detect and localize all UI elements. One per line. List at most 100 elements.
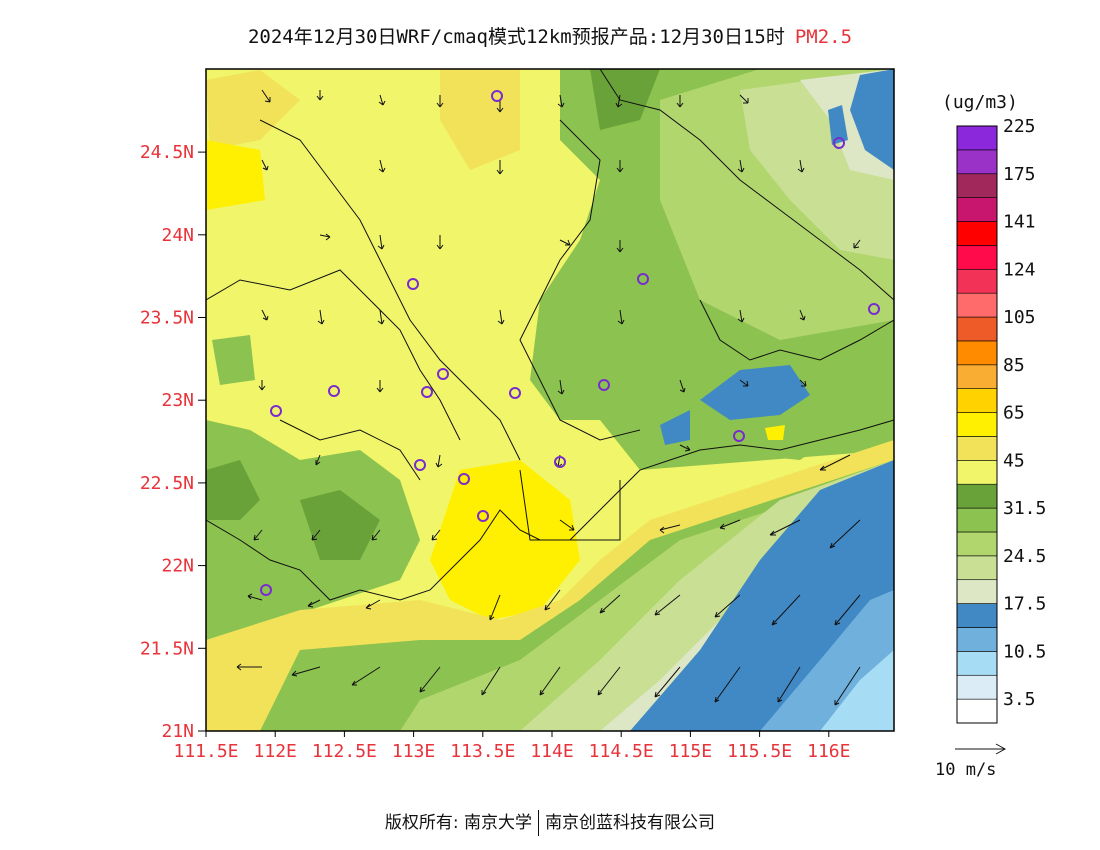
wind-arrow bbox=[771, 594, 801, 626]
field-blue-ne-corner bbox=[850, 69, 894, 170]
colorbar-bin bbox=[956, 412, 998, 437]
wind-arrow bbox=[557, 94, 565, 108]
wind-arrow bbox=[311, 529, 321, 541]
wind-arrow bbox=[853, 239, 861, 249]
site-marker bbox=[407, 278, 419, 290]
colorbar-label: 105 bbox=[1003, 307, 1036, 328]
colorbar-bin bbox=[956, 603, 998, 628]
x-tick-label: 114E bbox=[530, 741, 573, 762]
wind-arrow bbox=[819, 454, 851, 471]
wind-arrow bbox=[679, 379, 686, 393]
wind-arrow bbox=[496, 160, 504, 175]
x-axis: 111.5E 112E 112.5E 113E 113.5E 114E 114.5E 115E… bbox=[173, 731, 850, 762]
x-tick-label: 112E bbox=[254, 741, 297, 762]
colorbar-bin bbox=[956, 268, 998, 294]
wind-arrow bbox=[291, 666, 321, 677]
wind-arrow bbox=[654, 666, 681, 698]
y-tick-label: 22N bbox=[161, 556, 194, 577]
colorbar-bin bbox=[956, 173, 998, 198]
wind-arrow bbox=[679, 444, 691, 452]
colorbar-bin bbox=[956, 125, 998, 151]
wind-arrow bbox=[559, 239, 571, 246]
wind-arrow bbox=[737, 159, 745, 173]
site-marker bbox=[458, 473, 470, 485]
colorbar-bin bbox=[956, 531, 998, 557]
wind-arrow bbox=[834, 594, 861, 626]
colorbar-bin bbox=[956, 388, 998, 413]
wind-arrow bbox=[616, 160, 624, 173]
field-bright-yellow-estuary bbox=[430, 460, 580, 620]
wind-arrow bbox=[419, 666, 441, 693]
y-tick-label: 23N bbox=[161, 390, 194, 411]
colorbar-bin bbox=[956, 292, 998, 318]
colorbar-labels: 3.5 10.5 17.5 24.5 31.5 45 65 85 105 124 141 175 225 bbox=[1003, 116, 1046, 710]
colorbar-label: 3.5 bbox=[1003, 689, 1036, 710]
wind-arrow bbox=[557, 379, 565, 395]
field-patch-bright-yellow-w bbox=[206, 140, 265, 210]
wind-arrow bbox=[261, 309, 269, 321]
wind-arrow bbox=[659, 524, 681, 534]
wind-arrow bbox=[258, 380, 266, 391]
colorbar-label: 124 bbox=[1003, 259, 1036, 280]
wind-vectors bbox=[236, 89, 861, 706]
field-blue-ne-spot bbox=[828, 105, 848, 145]
colorbar-bin bbox=[956, 483, 998, 509]
wind-arrow bbox=[377, 234, 385, 250]
field-darkgreen-w2 bbox=[300, 490, 380, 560]
colorbar-label: 85 bbox=[1003, 355, 1025, 376]
wind-arrow bbox=[261, 159, 269, 171]
wind-arrow bbox=[739, 379, 749, 387]
x-tick-label: 114.5E bbox=[589, 741, 654, 762]
colorbar-bin bbox=[956, 555, 998, 581]
wind-arrow bbox=[559, 519, 575, 531]
colorbar-label: 10.5 bbox=[1003, 641, 1046, 662]
y-tick-label: 24.5N bbox=[140, 142, 194, 163]
colorbar-bin bbox=[956, 627, 998, 652]
wind-arrow bbox=[769, 519, 801, 536]
colorbar-label: 45 bbox=[1003, 450, 1025, 471]
wind-arrow bbox=[799, 309, 806, 321]
wind-arrow bbox=[597, 666, 621, 696]
x-tick-label: 116E bbox=[807, 741, 850, 762]
site-marker bbox=[733, 430, 745, 442]
site-marker bbox=[833, 137, 845, 149]
x-tick-label: 115.5E bbox=[727, 741, 792, 762]
wind-arrow bbox=[676, 95, 684, 108]
coastline bbox=[206, 419, 894, 601]
boundary-line-5 bbox=[699, 299, 894, 361]
wind-arrow bbox=[829, 519, 861, 549]
field-darkgreen-ne bbox=[590, 69, 660, 130]
field-green-spot-w bbox=[212, 335, 255, 385]
wind-arrow bbox=[236, 663, 262, 671]
site-marker bbox=[509, 387, 521, 399]
boundary-line-1 bbox=[259, 119, 521, 461]
wind-arrow bbox=[435, 454, 443, 468]
colorbar bbox=[956, 125, 998, 724]
field-blue-bay-w bbox=[660, 410, 690, 445]
wind-scale-arrow bbox=[955, 743, 1007, 755]
boundary-line-6 bbox=[279, 419, 421, 481]
wind-arrow bbox=[317, 309, 325, 325]
footer-separator bbox=[538, 810, 540, 836]
wind-arrow bbox=[436, 235, 444, 250]
colorbar-label: 31.5 bbox=[1003, 498, 1046, 519]
wind-arrow bbox=[316, 90, 324, 101]
wind-arrow bbox=[481, 666, 501, 696]
title-main: 2024年12月30日WRF/cmaq模式12km预报产品:12月30日15时 bbox=[247, 26, 785, 48]
field-green-bay-s bbox=[700, 420, 830, 460]
y-tick-label: 21.5N bbox=[140, 638, 194, 659]
wind-arrow bbox=[719, 519, 741, 530]
colorbar-bin bbox=[956, 674, 998, 700]
site-marker bbox=[554, 456, 566, 468]
colorbar-bin bbox=[956, 651, 998, 676]
wind-arrow bbox=[615, 94, 623, 108]
wind-arrow bbox=[371, 529, 381, 541]
wind-arrow bbox=[539, 666, 561, 696]
site-marker bbox=[491, 90, 503, 102]
wind-arrow bbox=[436, 95, 444, 108]
wind-arrow bbox=[365, 599, 381, 610]
field-patch-yellow-n bbox=[440, 69, 520, 170]
wind-arrow bbox=[797, 159, 805, 173]
copyright-footer: 版权所有: 南京大学 南京创蓝科技有限公司 bbox=[0, 808, 1100, 836]
colorbar-bin bbox=[956, 579, 998, 604]
